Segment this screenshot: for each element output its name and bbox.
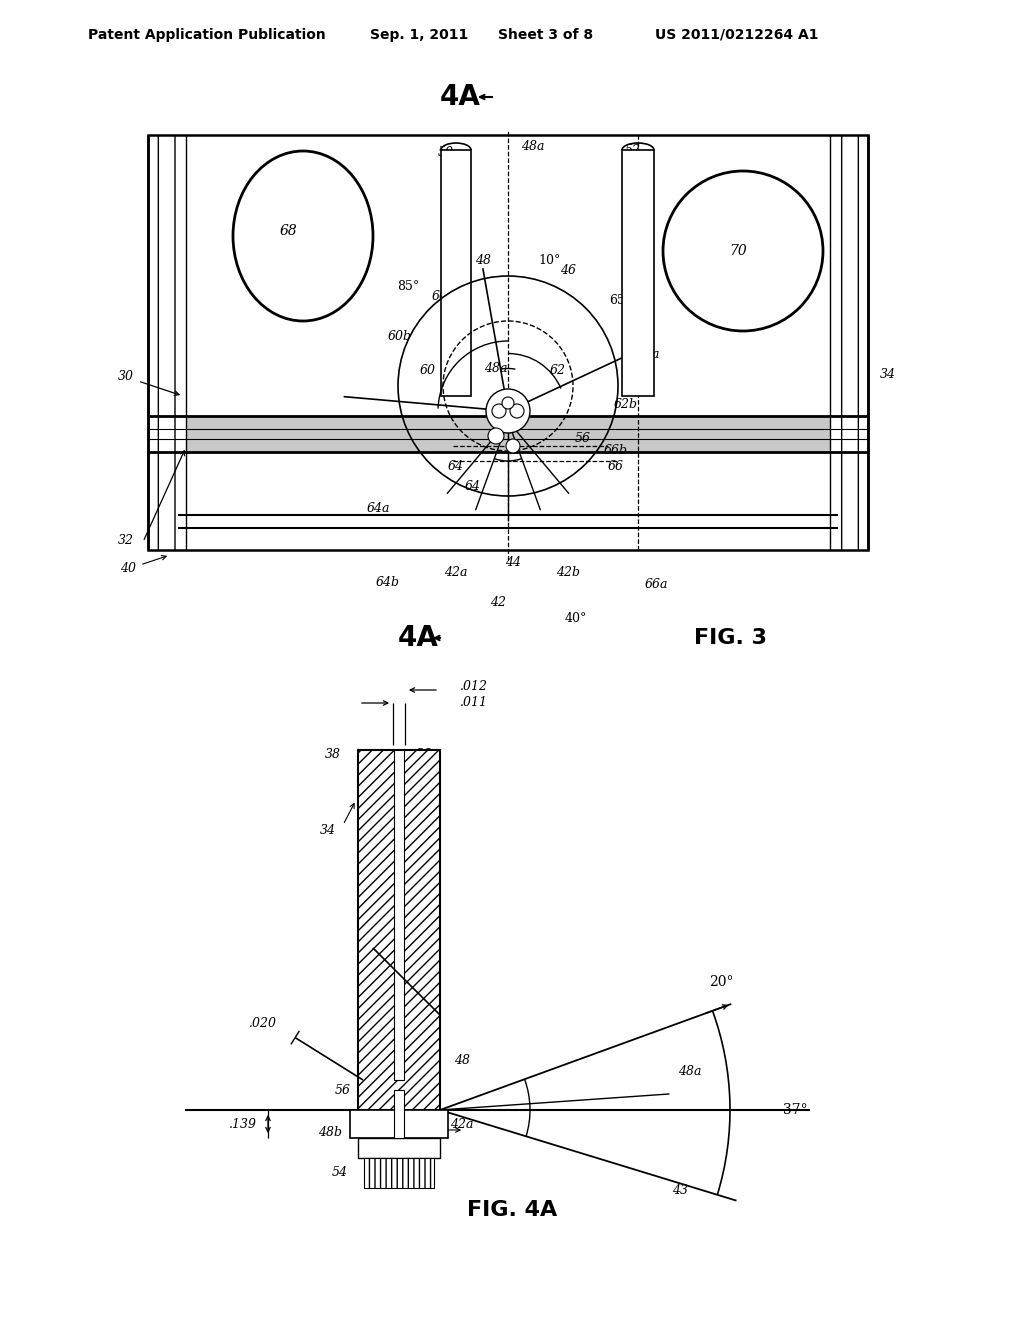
Bar [358,750,440,1110]
Text: Patent Application Publication: Patent Application Publication [88,28,326,42]
Text: 85°: 85° [397,280,419,293]
Text: 54: 54 [332,1167,348,1180]
Text: 10°: 10° [539,255,561,268]
Text: 43: 43 [672,1184,688,1196]
Text: 62b: 62b [614,397,638,411]
Circle shape [492,404,506,418]
Text: 66b: 66b [604,445,628,458]
Text: .012: .012 [460,681,488,693]
Circle shape [506,440,520,453]
Text: 50: 50 [438,147,454,160]
Text: 37°: 37° [782,1104,807,1117]
Text: 34: 34 [880,367,896,380]
Text: 46: 46 [387,952,402,965]
Text: 42a: 42a [444,565,468,578]
Text: 60: 60 [420,364,436,378]
Text: 62a: 62a [636,347,659,360]
Bar [364,1158,434,1188]
Text: 4A: 4A [439,83,480,111]
Bar [441,150,471,396]
Text: 30: 30 [118,370,134,383]
Text: 40: 40 [401,1126,417,1138]
Circle shape [502,397,514,409]
Text: 38: 38 [325,748,341,762]
Text: 65°: 65° [609,294,631,308]
Text: 66: 66 [608,459,624,473]
Text: 64a: 64a [367,503,390,516]
Text: 52: 52 [625,144,641,157]
Text: 48a: 48a [521,140,545,153]
Bar [350,1110,449,1138]
Text: .139: .139 [229,1118,257,1130]
Text: 64: 64 [465,479,481,492]
Bar [358,750,440,1110]
Text: 44: 44 [505,556,521,569]
Bar [148,135,868,550]
Text: 32: 32 [118,533,134,546]
Circle shape [488,428,504,444]
Text: 56: 56 [335,1084,351,1097]
Bar [394,750,404,1080]
Bar [358,1138,440,1158]
Text: Sheet 3 of 8: Sheet 3 of 8 [498,28,593,42]
Text: .011: .011 [460,697,488,710]
Text: 40: 40 [120,561,136,574]
Text: 70: 70 [729,244,746,257]
Text: 68: 68 [280,224,297,238]
Text: 62: 62 [550,364,566,378]
Text: 60b: 60b [388,330,412,342]
Bar [622,150,654,396]
Bar [358,750,440,1110]
Bar [148,416,868,451]
Text: 46: 46 [560,264,575,277]
Text: 4A: 4A [397,624,438,652]
Text: 48b: 48b [318,1126,342,1139]
Text: 48a: 48a [484,362,508,375]
Text: FIG. 4A: FIG. 4A [467,1200,557,1220]
Text: 48: 48 [454,1053,470,1067]
Text: 66a: 66a [644,578,668,591]
Bar [441,150,471,396]
Text: 56: 56 [575,432,591,445]
Text: 42: 42 [490,595,506,609]
Text: 64b: 64b [376,576,400,589]
Circle shape [510,404,524,418]
Text: Sep. 1, 2011: Sep. 1, 2011 [370,28,468,42]
Text: 48: 48 [475,255,490,268]
Text: 64: 64 [449,459,464,473]
Text: US 2011/0212264 A1: US 2011/0212264 A1 [655,28,818,42]
Bar [830,135,868,550]
Text: 20°: 20° [709,975,733,989]
Text: 36: 36 [416,748,432,762]
Bar [148,135,186,550]
Text: 40°: 40° [565,611,587,624]
Text: .020: .020 [249,1018,278,1030]
Text: 60a: 60a [431,289,455,302]
Bar [394,1090,404,1138]
Text: 42b: 42b [556,565,580,578]
Text: FIG. 3: FIG. 3 [693,628,767,648]
Text: 48a: 48a [678,1065,701,1078]
Text: 34: 34 [319,824,336,837]
Text: 42a: 42a [451,1118,474,1131]
Circle shape [486,389,530,433]
